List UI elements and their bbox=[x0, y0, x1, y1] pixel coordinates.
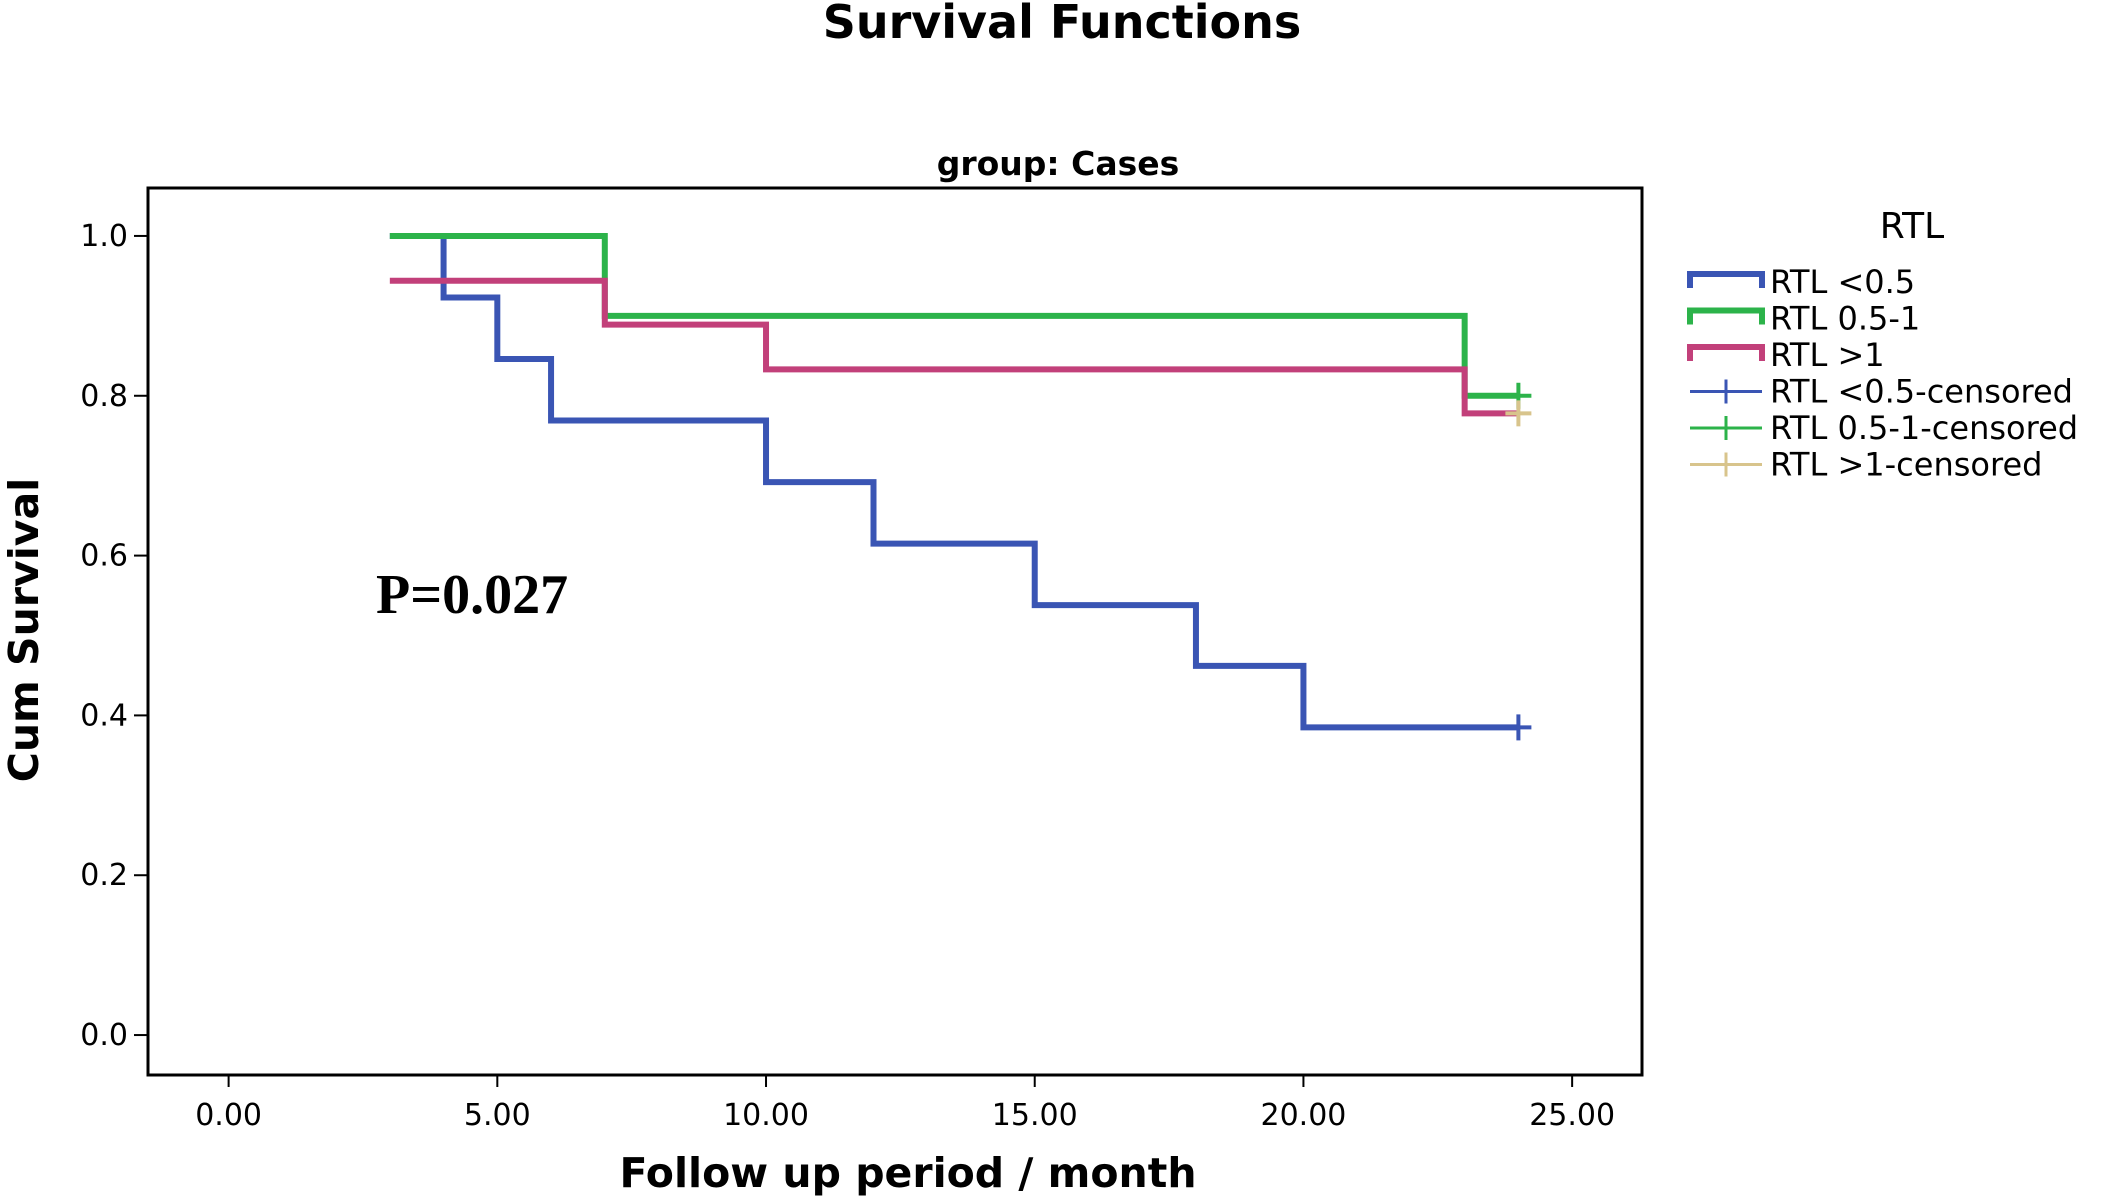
y-tick-label: 0.0 bbox=[80, 1018, 128, 1053]
legend-swatch-rtl-0-5-1 bbox=[1687, 307, 1765, 325]
y-tick-label: 0.4 bbox=[80, 698, 128, 733]
chart-subtitle: group: Cases bbox=[937, 144, 1180, 183]
y-tick-label: 0.8 bbox=[80, 379, 128, 414]
series-line-rtl-1 bbox=[389, 277, 1519, 417]
legend-label: RTL >1 bbox=[1770, 336, 1885, 374]
plot-frame bbox=[146, 186, 1644, 1077]
y-tick-label: 0.6 bbox=[80, 539, 128, 574]
x-tick-label: 20.00 bbox=[1260, 1098, 1346, 1133]
x-axis-label: Follow up period / month bbox=[619, 1149, 1196, 1197]
y-tick-label: 0.2 bbox=[80, 858, 128, 893]
y-axis-label: Cum Survival bbox=[0, 478, 48, 782]
series-line-rtl-0-5-1 bbox=[389, 232, 1519, 399]
legend-label: RTL 0.5-1 bbox=[1770, 300, 1920, 338]
x-axis: 0.00 5.00 10.00 15.00 20.00 25.00 bbox=[195, 1075, 1615, 1133]
legend-label: RTL <0.5 bbox=[1770, 263, 1915, 301]
x-tick-label: 15.00 bbox=[992, 1098, 1078, 1133]
censor-mark-rtl-0-5-censored bbox=[1505, 714, 1532, 741]
y-axis: 0.0 0.2 0.4 0.6 0.8 1.0 bbox=[80, 219, 148, 1053]
censor-mark-rtl-1-censored bbox=[1505, 400, 1532, 427]
x-tick-label: 5.00 bbox=[464, 1098, 531, 1133]
p-value-annotation: P=0.027 bbox=[376, 564, 568, 626]
y-tick-label: 1.0 bbox=[80, 219, 128, 254]
legend-title: RTL bbox=[1880, 206, 1944, 247]
legend-label: RTL <0.5-censored bbox=[1770, 373, 2073, 411]
legend-label: RTL >1-censored bbox=[1770, 446, 2042, 484]
legend-swatch-rtl-1 bbox=[1687, 344, 1765, 361]
chart-title: Survival Functions bbox=[823, 0, 1302, 49]
x-tick-label: 10.00 bbox=[723, 1098, 809, 1133]
legend-label: RTL 0.5-1-censored bbox=[1770, 409, 2078, 447]
x-tick-label: 25.00 bbox=[1529, 1098, 1615, 1133]
legend-swatch-rtl-0-5 bbox=[1687, 271, 1765, 288]
x-tick-label: 0.00 bbox=[195, 1098, 262, 1133]
series-layer bbox=[389, 232, 1532, 741]
series-line-rtl-0-5 bbox=[389, 232, 1519, 731]
